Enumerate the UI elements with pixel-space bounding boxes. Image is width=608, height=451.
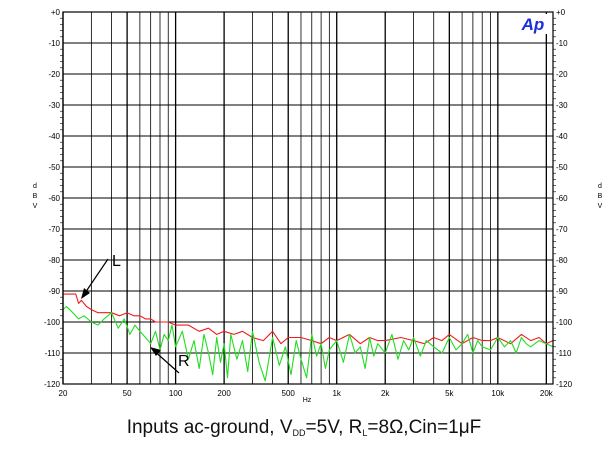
y-axis-unit-left: d B V xyxy=(33,183,38,210)
svg-text:Ap: Ap xyxy=(521,15,545,34)
x-axis-unit: Hz xyxy=(303,397,312,404)
y-tick-label-right: -60 xyxy=(556,194,568,203)
y-tick-label-left: -70 xyxy=(48,225,60,234)
y-tick-label-right: -70 xyxy=(556,225,568,234)
series-line-r xyxy=(62,305,554,382)
x-tick-label: 100 xyxy=(169,389,183,398)
y-tick-label-right: +0 xyxy=(556,8,566,17)
y-tick-label-right: -20 xyxy=(556,70,568,79)
y-tick-label-left: -100 xyxy=(44,318,61,327)
svg-text:V: V xyxy=(598,203,603,210)
y-tick-label-left: -30 xyxy=(48,101,60,110)
y-tick-label-left: -120 xyxy=(44,380,61,389)
y-tick-label-left: +0 xyxy=(51,8,61,17)
annotation-l: L xyxy=(81,253,121,299)
annotation-label-r: R xyxy=(178,353,190,370)
y-tick-label-left: -10 xyxy=(48,39,60,48)
svg-text:B: B xyxy=(33,193,38,200)
y-tick-label-right: -40 xyxy=(556,132,568,141)
svg-text:B: B xyxy=(598,193,603,200)
y-tick-label-right: -50 xyxy=(556,163,568,172)
y-tick-label-right: -90 xyxy=(556,287,568,296)
x-tick-label: 20k xyxy=(540,389,554,398)
y-tick-label-right: -120 xyxy=(556,380,573,389)
y-tick-label-right: -30 xyxy=(556,101,568,110)
x-tick-label: 1k xyxy=(332,389,341,398)
x-tick-label: 10k xyxy=(491,389,505,398)
svg-text:V: V xyxy=(33,203,38,210)
annotation-label-l: L xyxy=(112,253,121,270)
x-tick-label: 2k xyxy=(381,389,390,398)
y-tick-label-right: -100 xyxy=(556,318,573,327)
y-axis-unit-right: d B V xyxy=(598,183,603,210)
y-tick-label-right: -10 xyxy=(556,39,568,48)
x-tick-labels: 20 50 100 200 500 1k 2k 5k 10k 20k xyxy=(59,389,554,398)
x-tick-label: 50 xyxy=(123,389,132,398)
series-layer xyxy=(62,293,554,382)
y-tick-labels-right: +0 -10 -20 -30 -40 -50 -60 -70 -80 -90 -100 -110 -12… xyxy=(556,8,573,389)
y-tick-label-right: -110 xyxy=(556,349,572,358)
x-tick-label: 500 xyxy=(282,389,296,398)
y-tick-label-left: -80 xyxy=(48,256,60,265)
y-tick-label-right: -80 xyxy=(556,256,568,265)
y-tick-label-left: -60 xyxy=(48,194,60,203)
series-line-l xyxy=(63,293,554,345)
y-tick-label-left: -90 xyxy=(48,287,60,296)
svg-text:d: d xyxy=(598,183,602,190)
x-tick-label: 20 xyxy=(59,389,68,398)
ap-logo: Ap xyxy=(516,14,550,34)
y-tick-label-left: -50 xyxy=(48,163,60,172)
y-tick-label-left: -20 xyxy=(48,70,60,79)
plot-frame xyxy=(62,11,554,385)
y-tick-label-left: -40 xyxy=(48,132,60,141)
y-tick-labels-left: +0 -10 -20 -30 -40 -50 -60 -70 -80 -90 -100 -110 -12… xyxy=(44,8,61,389)
x-tick-label: 5k xyxy=(445,389,454,398)
x-tick-label: 200 xyxy=(217,389,231,398)
svg-text:d: d xyxy=(33,183,37,190)
chart-caption: Inputs ac-ground, VDD=5V, RL=8Ω,Cin=1μF xyxy=(126,417,482,438)
y-tick-label-left: -110 xyxy=(45,349,61,358)
annotation-r: R xyxy=(150,347,190,374)
